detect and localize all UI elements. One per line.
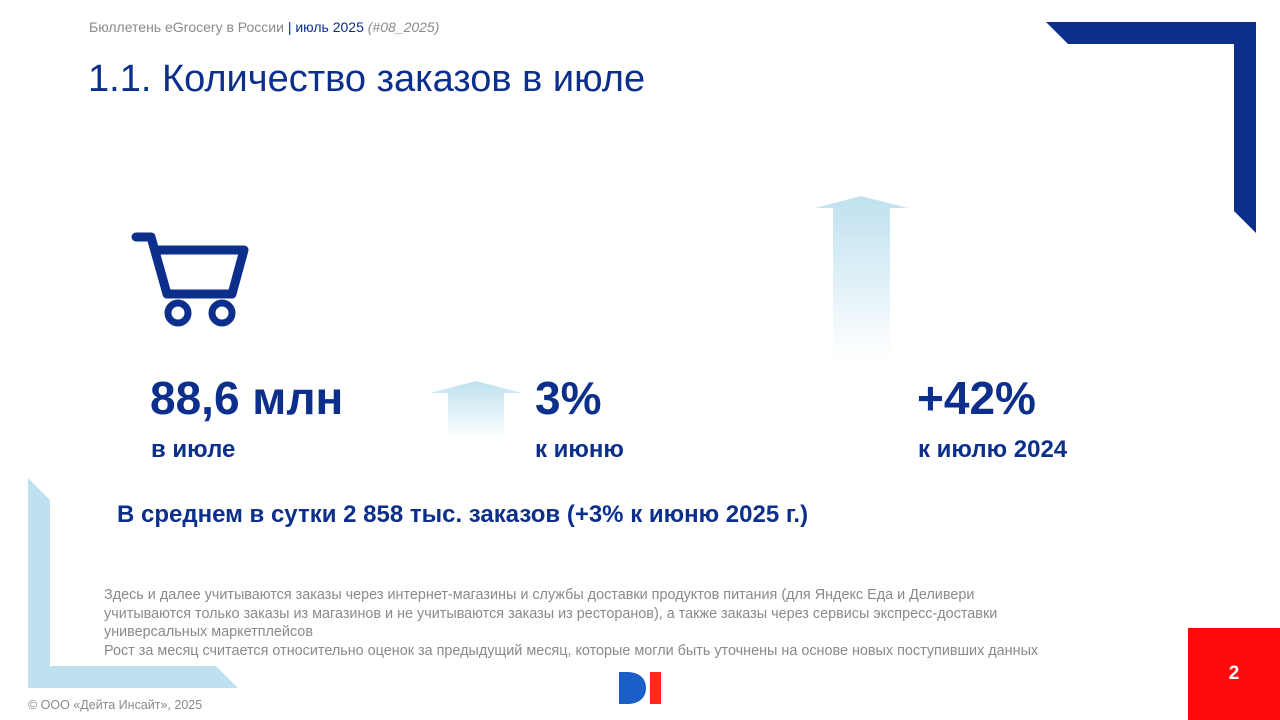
footnote-line: Здесь и далее учитываются заказы через и… [104, 587, 975, 603]
orders-volume-value: 88,6 млн [150, 372, 344, 424]
footnote: Здесь и далее учитываются заказы через и… [104, 586, 1164, 660]
page-number-badge: 2 [1188, 628, 1280, 720]
up-arrow-icon [430, 381, 522, 439]
bulletin-code: (#08_2025) [367, 19, 440, 35]
footnote-line: Рост за месяц считается относительно оце… [104, 642, 1039, 659]
orders-volume-label: в июле [151, 436, 236, 463]
up-arrow-icon [815, 196, 908, 360]
corner-decoration-bottom-left [28, 478, 238, 688]
header-line: Бюллетень eGrocery в России | июль 2025 … [89, 19, 439, 35]
footnote-line: учитываются только заказы из магазинов и… [104, 605, 998, 622]
daily-orders-summary: В среднем в сутки 2 858 тыс. заказов (+3… [117, 501, 809, 528]
mom-growth-label: к июню [535, 436, 624, 463]
corner-decoration-top-right [1046, 22, 1256, 233]
bulletin-title: Бюллетень eGrocery в России [89, 19, 284, 35]
mom-growth-value: 3% [535, 372, 602, 424]
bulletin-period: июль 2025 [295, 19, 364, 35]
header-separator: | [287, 19, 292, 35]
yoy-growth-label: к июлю 2024 [918, 436, 1068, 463]
page-title: 1.1. Количество заказов в июле [88, 58, 646, 100]
footnote-line: универсальных маркетплейсов [104, 624, 313, 640]
copyright: © ООО «Дейта Инсайт», 2025 [28, 698, 203, 712]
company-logo [619, 672, 661, 704]
shopping-cart-icon [131, 232, 249, 327]
yoy-growth-value: +42% [917, 372, 1036, 424]
